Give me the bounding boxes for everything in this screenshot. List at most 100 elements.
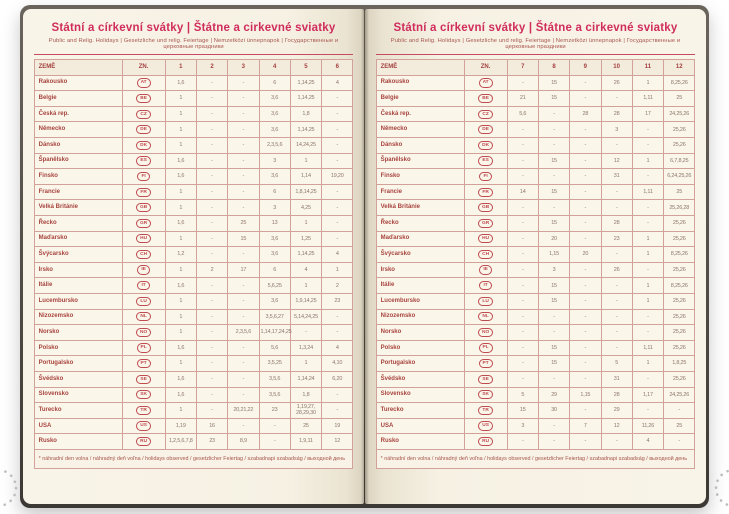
holiday-days-cell: -: [569, 74, 602, 92]
country-code-badge: NL: [478, 312, 493, 322]
holiday-days-cell: -: [631, 402, 665, 419]
holiday-days-cell: 3,6: [258, 230, 291, 248]
holiday-days-cell: 15: [537, 355, 571, 372]
country-name: Španělsko: [33, 152, 123, 170]
holiday-days-cell: 20: [537, 230, 571, 248]
holiday-days-cell: -: [600, 324, 633, 341]
holiday-days-cell: -: [506, 168, 539, 185]
country-code-badge: LU: [478, 296, 493, 306]
holiday-days-cell: -: [569, 433, 602, 450]
holiday-days-cell: -: [195, 355, 229, 372]
holiday-days-cell: -: [227, 105, 260, 123]
country-code-cell: RU: [463, 433, 508, 450]
holiday-days-cell: 1,14,17,24,25: [258, 324, 292, 341]
table-row: Francie FR 1- -6 1,8,14,25-: [33, 183, 354, 201]
country-name: Řecko: [33, 214, 123, 232]
country-code-cell: AT: [463, 74, 508, 92]
table-row: Švédsko SE 1,6- -3,5,6 1,14,24 6,20: [33, 370, 354, 388]
holiday-days-cell: 1: [164, 90, 197, 107]
country-code-cell: IE: [463, 261, 508, 279]
country-name: Česká rep.: [375, 105, 465, 123]
holiday-days-cell: -: [600, 137, 633, 154]
holiday-days-cell: 5,6: [506, 105, 539, 123]
country-code-cell: TR: [121, 402, 166, 419]
country-code-badge: FI: [479, 171, 492, 182]
holiday-days-cell: 29: [600, 402, 633, 419]
country-code-badge: IE: [137, 265, 150, 275]
holiday-days-cell: -: [537, 370, 571, 388]
table-row: Maďarsko HU 1-15 3,6 1,25-: [33, 230, 354, 248]
holiday-days-cell: 1,2,5,6,7,8: [164, 433, 197, 450]
code-column-header: ZN.: [463, 58, 508, 76]
holiday-days-cell: 8,25,26: [663, 246, 696, 263]
holiday-days-cell: 1,19,27, 28,29,30: [289, 402, 323, 419]
country-code-badge: FR: [136, 187, 151, 197]
holiday-days-cell: 1,6: [164, 168, 197, 185]
table-row: Finsko FI - - -31-6,24,25,26: [375, 168, 696, 185]
left-page: Státní a církevní svátky | Štátne a cirk…: [23, 9, 364, 504]
holiday-days-cell: 8,25,26: [663, 277, 696, 294]
country-name: Belgie: [375, 90, 465, 107]
holiday-days-cell: 3: [506, 417, 539, 435]
holiday-days-cell: 25,26: [663, 214, 696, 232]
country-code-badge: PT: [136, 359, 151, 369]
country-code-cell: PL: [121, 339, 166, 357]
country-name: Španělsko: [375, 152, 465, 170]
holiday-days-cell: -: [195, 121, 229, 139]
country-code-badge: IE: [479, 265, 492, 275]
country-name: Polsko: [33, 339, 123, 357]
country-code-badge: GR: [478, 218, 494, 228]
country-name: Maďarsko: [33, 230, 123, 248]
country-code-badge: BE: [478, 93, 493, 104]
holiday-days-cell: 1,6: [164, 277, 197, 294]
holiday-days-cell: -: [506, 74, 539, 92]
country-code-badge: GB: [478, 203, 494, 213]
country-code-cell: IE: [121, 261, 166, 279]
holiday-days-cell: 1,15: [537, 246, 571, 263]
table-row: Itálie IT 1,6- -5,6,25 1 2: [33, 277, 354, 294]
table-row: Rakousko AT 1,6- -6 1,14,25 4: [33, 74, 354, 92]
holiday-days-cell: 19: [321, 417, 354, 435]
country-code-cell: NL: [463, 308, 508, 326]
holiday-days-cell: 1: [164, 183, 197, 201]
country-name: Polsko: [375, 339, 465, 357]
country-code-cell: DK: [463, 137, 508, 154]
holiday-days-cell: -: [227, 370, 260, 388]
country-code-cell: DE: [121, 121, 166, 139]
holiday-days-cell: 6,7,8,25: [663, 152, 696, 170]
country-code-cell: DK: [121, 137, 166, 154]
holiday-days-cell: 4: [321, 246, 354, 263]
holiday-days-cell: -: [289, 324, 323, 341]
country-code-badge: NL: [136, 312, 151, 322]
holiday-days-cell: 8,9: [227, 433, 260, 450]
holiday-days-cell: 3,6: [258, 246, 291, 263]
country-column-header: ZEMĚ: [33, 58, 123, 76]
holiday-days-cell: 3: [258, 152, 291, 170]
country-name: USA: [33, 417, 123, 435]
holiday-days-cell: -: [569, 168, 602, 185]
holiday-days-cell: -: [506, 339, 539, 357]
footnote-text: * náhradní den volna / náhradný deň voľn…: [375, 448, 696, 469]
country-name: Švédsko: [33, 370, 123, 388]
country-code-badge: PT: [478, 359, 493, 369]
country-code-cell: GB: [463, 199, 508, 216]
country-code-cell: BE: [463, 90, 508, 107]
holiday-days-cell: 3,5,25: [258, 355, 291, 372]
table-row: Turecko TR 15 30-29- -: [375, 402, 696, 419]
holiday-days-cell: -: [600, 277, 633, 294]
holiday-days-cell: 3: [600, 121, 633, 139]
country-code-badge: US: [136, 421, 151, 431]
holiday-days-cell: -: [537, 433, 571, 450]
holiday-days-cell: -: [569, 121, 602, 139]
holiday-days-cell: 1,6: [164, 214, 197, 232]
holiday-days-cell: 7: [569, 417, 602, 435]
country-code-cell: GR: [463, 214, 508, 232]
holiday-days-cell: 5,6: [258, 339, 291, 357]
holiday-days-cell: 3,5,6: [258, 386, 291, 404]
holiday-days-cell: 4: [289, 261, 323, 279]
table-row: Německo DE - - -3-25,26: [375, 121, 696, 139]
country-code-cell: HU: [121, 230, 166, 248]
holiday-days-cell: 6,20: [321, 370, 354, 388]
country-code-cell: IT: [121, 277, 166, 294]
country-code-badge: IT: [137, 281, 150, 291]
